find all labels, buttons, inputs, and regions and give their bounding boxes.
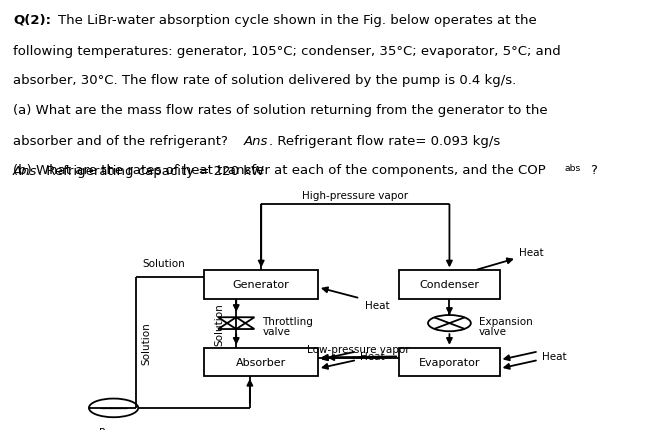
Bar bbox=[204, 271, 318, 299]
Text: Solution: Solution bbox=[141, 322, 151, 364]
Bar bbox=[399, 348, 500, 376]
Text: abs: abs bbox=[565, 164, 581, 173]
Text: (b) What are the rates of heat transfer at each of the components, and the COP: (b) What are the rates of heat transfer … bbox=[13, 164, 546, 177]
Text: Absorber: Absorber bbox=[236, 357, 286, 367]
Text: Q(2):: Q(2): bbox=[13, 13, 51, 27]
Text: Heat: Heat bbox=[365, 300, 389, 310]
Text: . Refrigerating capacity = 220 kW: . Refrigerating capacity = 220 kW bbox=[38, 164, 264, 177]
Text: Pump: Pump bbox=[99, 427, 129, 430]
Text: valve: valve bbox=[479, 326, 507, 336]
Text: Ans: Ans bbox=[13, 164, 38, 177]
Text: Generator: Generator bbox=[233, 280, 289, 290]
Text: Low-pressure vapor: Low-pressure vapor bbox=[307, 344, 410, 354]
Text: . Refrigerant flow rate= 0.093 kg/s: . Refrigerant flow rate= 0.093 kg/s bbox=[269, 135, 500, 147]
Text: ?: ? bbox=[590, 164, 597, 177]
Text: Heat: Heat bbox=[542, 351, 567, 361]
Text: Solution: Solution bbox=[143, 258, 186, 268]
Text: Throttling: Throttling bbox=[262, 316, 313, 326]
Text: Ans: Ans bbox=[244, 135, 269, 147]
Text: Condenser: Condenser bbox=[419, 280, 480, 290]
Text: The LiBr-water absorption cycle shown in the Fig. below operates at the: The LiBr-water absorption cycle shown in… bbox=[58, 13, 537, 27]
Text: absorber and of the refrigerant?: absorber and of the refrigerant? bbox=[13, 135, 232, 147]
Text: Evaporator: Evaporator bbox=[419, 357, 480, 367]
Text: absorber, 30°C. The flow rate of solution delivered by the pump is 0.4 kg/s.: absorber, 30°C. The flow rate of solutio… bbox=[13, 74, 516, 87]
Text: High-pressure vapor: High-pressure vapor bbox=[302, 191, 408, 201]
Text: Solution: Solution bbox=[215, 302, 225, 345]
Bar bbox=[399, 271, 500, 299]
Text: Expansion: Expansion bbox=[479, 316, 532, 326]
Text: valve: valve bbox=[262, 326, 290, 336]
Text: (a) What are the mass flow rates of solution returning from the generator to the: (a) What are the mass flow rates of solu… bbox=[13, 103, 548, 117]
Bar bbox=[204, 348, 318, 376]
Text: Heat: Heat bbox=[519, 247, 543, 257]
Text: Heat: Heat bbox=[360, 351, 385, 361]
Text: following temperatures: generator, 105°C; condenser, 35°C; evaporator, 5°C; and: following temperatures: generator, 105°C… bbox=[13, 45, 561, 58]
